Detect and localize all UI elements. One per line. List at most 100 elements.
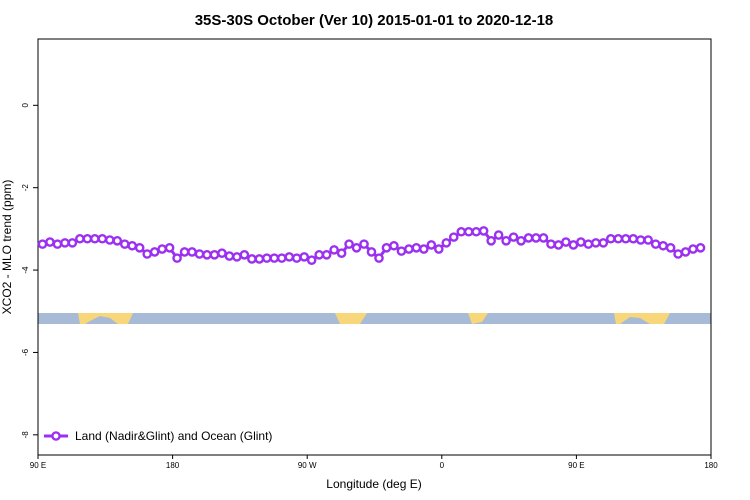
data-point — [187, 247, 197, 257]
data-point — [45, 237, 55, 247]
data-point — [389, 240, 399, 251]
data-point — [344, 239, 354, 249]
data-point — [695, 243, 706, 253]
data-point — [67, 238, 78, 248]
data-point — [359, 239, 369, 249]
x-tick-label: 90 E — [568, 461, 584, 470]
data-point — [127, 240, 138, 251]
data-point — [613, 233, 624, 244]
y-tick-label: 0 — [21, 103, 30, 108]
data-point — [523, 233, 534, 243]
data-point — [650, 239, 661, 249]
data-point — [239, 250, 250, 260]
data-point — [643, 235, 653, 245]
data-point — [134, 243, 145, 253]
data-point — [224, 251, 235, 261]
data-point — [404, 244, 414, 254]
data-point — [501, 236, 511, 246]
x-axis-label: Longitude (deg E) — [326, 477, 421, 491]
data-point — [628, 233, 639, 244]
data-point — [82, 233, 93, 244]
y-tick-label: -6 — [21, 348, 30, 356]
data-point — [516, 236, 526, 246]
data-point — [232, 252, 242, 262]
data-point — [217, 248, 227, 258]
data-point — [179, 247, 190, 257]
data-point — [351, 243, 362, 253]
legend-label: Land (Nadir&Glint) and Ocean (Glint) — [75, 429, 272, 443]
data-point — [90, 233, 100, 244]
data-point — [291, 253, 302, 263]
data-point — [411, 243, 422, 253]
data-point — [336, 248, 347, 258]
data-point — [463, 226, 474, 237]
data-point — [508, 232, 519, 242]
x-tick-label: 180 — [166, 461, 180, 470]
plot-frame — [37, 38, 712, 456]
data-point — [52, 239, 63, 249]
x-tick-label: 90 W — [298, 461, 317, 470]
data-point — [448, 232, 459, 242]
data-point — [254, 254, 265, 264]
data-point — [568, 240, 579, 250]
y-tick-label: -4 — [21, 266, 30, 274]
data-point — [471, 226, 481, 237]
data-point — [366, 247, 377, 257]
y-tick-label: -2 — [21, 184, 30, 192]
data-point — [493, 230, 504, 240]
y-tick-label: -8 — [21, 431, 30, 439]
x-tick-label: 90 E — [30, 461, 46, 470]
data-point — [321, 250, 332, 260]
data-point — [194, 249, 205, 259]
data-point — [673, 249, 683, 259]
legend-marker — [51, 431, 61, 441]
data-point — [314, 250, 324, 260]
data-point — [598, 238, 609, 248]
data-point — [486, 236, 496, 246]
data-point — [396, 246, 407, 256]
data-point — [635, 235, 646, 245]
data-point — [149, 247, 160, 257]
data-point — [60, 238, 70, 248]
data-point — [299, 252, 310, 262]
data-point — [306, 255, 317, 265]
data-point — [381, 243, 392, 253]
data-point — [680, 247, 691, 257]
data-point — [576, 237, 586, 247]
data-point — [583, 239, 594, 249]
data-point — [538, 233, 549, 243]
land-ocean-strip — [38, 313, 711, 324]
x-tick-label: 180 — [704, 461, 718, 470]
data-point — [75, 233, 85, 244]
data-point — [104, 235, 115, 245]
y-axis-label: XCO2 - MLO trend (ppm) — [0, 180, 14, 315]
data-point — [284, 252, 295, 262]
data-point — [97, 233, 108, 244]
data-point — [269, 253, 280, 263]
data-point — [37, 239, 48, 249]
data-point — [658, 240, 668, 251]
data-point — [478, 226, 489, 236]
data-point — [142, 249, 152, 259]
data-point — [419, 244, 429, 254]
data-point — [426, 240, 437, 250]
data-point — [209, 250, 220, 260]
data-point — [531, 233, 541, 243]
data-point — [247, 254, 257, 264]
data-point — [665, 243, 676, 253]
data-point — [553, 240, 564, 250]
x-tick-label: 0 — [440, 461, 445, 470]
data-point — [276, 253, 287, 263]
data-point — [546, 239, 556, 249]
data-point — [172, 253, 182, 263]
data-point — [157, 244, 167, 254]
data-point — [164, 243, 175, 253]
data-point — [441, 238, 452, 248]
data-point — [434, 244, 444, 254]
data-point — [202, 250, 212, 260]
data-point — [591, 238, 601, 248]
data-point — [119, 239, 130, 249]
data-point — [688, 244, 698, 254]
data-point — [329, 245, 339, 255]
